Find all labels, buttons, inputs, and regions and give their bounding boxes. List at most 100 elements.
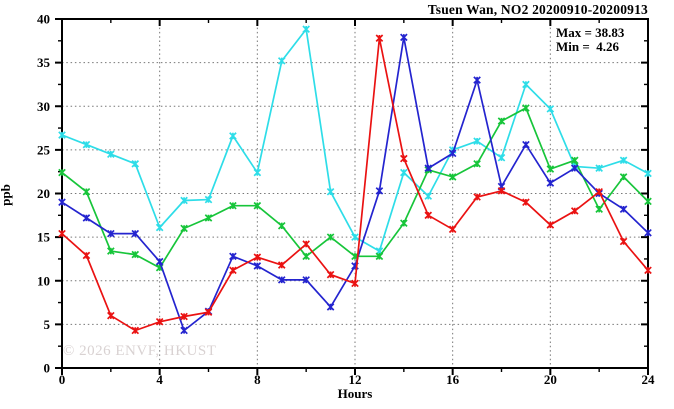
blue-series-marker: [155, 257, 164, 266]
red-series-marker: [204, 308, 213, 316]
blue-series-marker: [131, 229, 140, 238]
green-series-marker: [619, 173, 628, 181]
green-series-marker: [473, 160, 481, 168]
blue-series-marker: [644, 228, 652, 237]
blue-series-marker: [375, 187, 384, 195]
green-series-marker: [253, 201, 262, 210]
red-series-marker: [619, 237, 628, 246]
y-axis-title: ppb: [0, 184, 13, 206]
min-value-label: Min = 4.26: [556, 39, 620, 54]
y-tick-label: 10: [37, 273, 50, 288]
red-series-marker: [375, 34, 384, 42]
cyan-series-marker: [644, 169, 652, 178]
red-series-marker: [400, 154, 408, 163]
cyan-series-marker: [277, 57, 286, 65]
x-tick-label: 12: [349, 372, 362, 387]
cyan-series-marker: [180, 196, 188, 205]
blue-series-marker: [82, 214, 91, 222]
x-tick-label: 4: [156, 372, 163, 387]
x-tick-label: 20: [544, 372, 557, 387]
cyan-series-marker: [595, 164, 603, 172]
red-series-marker: [644, 266, 652, 275]
blue-series-marker: [277, 276, 286, 284]
y-tick-label: 20: [37, 186, 50, 201]
cyan-series-marker: [58, 131, 66, 139]
cyan-series-marker: [229, 132, 237, 140]
x-tick-label: 24: [642, 372, 656, 387]
red-series-marker: [351, 279, 359, 288]
axis-ticks: [55, 18, 649, 375]
red-series-marker: [448, 225, 457, 234]
watermark: © 2026 ENVF, HKUST: [63, 343, 217, 359]
red-series-marker: [326, 270, 335, 279]
blue-series-marker: [326, 303, 335, 311]
cyan-series: [58, 25, 652, 255]
cyan-series-marker: [522, 80, 530, 89]
red-series-marker: [497, 187, 506, 195]
max-value-label: Max = 38.83: [556, 25, 625, 40]
green-series-marker: [107, 247, 115, 255]
red-series: [58, 34, 652, 335]
red-series-marker: [277, 261, 286, 269]
green-series-marker: [570, 156, 579, 165]
cyan-series-marker: [400, 168, 408, 177]
y-tick-label: 15: [37, 230, 51, 245]
y-tick-label: 25: [37, 142, 51, 157]
tick-labels: 0 5 10 15 20 25 30 35 40 0 4 8 12 16 20 24: [37, 12, 655, 388]
x-axis-title: Hours: [337, 386, 373, 401]
cyan-series-marker: [546, 105, 555, 113]
green-series-marker: [400, 219, 408, 227]
red-series-marker: [424, 211, 433, 220]
green-series-marker: [302, 252, 310, 261]
green-series-marker: [546, 165, 555, 173]
blue-series-marker: [546, 179, 555, 187]
cyan-series-marker: [155, 223, 164, 232]
green-series-marker: [522, 104, 530, 112]
gridlines: [62, 19, 648, 368]
green-series-marker: [204, 214, 213, 222]
red-series-marker: [107, 311, 115, 320]
y-tick-label: 40: [37, 12, 50, 27]
blue-series-marker: [180, 326, 188, 335]
green-series-marker: [58, 168, 66, 177]
chart-title: Tsuen Wan, NO2 20200910-20200913: [427, 2, 648, 17]
green-series-marker: [375, 252, 384, 261]
stats-box: Max = 38.83 Min = 4.26: [556, 26, 624, 54]
cyan-series-marker: [424, 192, 433, 200]
green-series-marker: [448, 173, 457, 181]
cyan-series-marker: [253, 168, 262, 177]
red-series-marker: [229, 266, 237, 275]
blue-series-marker: [400, 33, 408, 42]
cyan-series-marker: [326, 187, 335, 196]
y-tick-label: 0: [44, 361, 51, 376]
red-series-marker: [473, 193, 481, 201]
blue-series-marker: [570, 164, 579, 172]
red-series-marker: [546, 221, 555, 229]
green-series-marker: [131, 250, 140, 259]
plot-border: [61, 18, 649, 369]
green-series-marker: [326, 233, 335, 241]
red-series-marker: [302, 240, 310, 248]
cyan-series-marker: [107, 150, 115, 159]
red-series-marker: [82, 251, 91, 260]
blue-series-marker: [107, 229, 115, 238]
cyan-series-marker: [497, 153, 506, 162]
blue-series-marker: [473, 76, 481, 84]
green-series-marker: [595, 205, 603, 214]
cyan-series-marker: [351, 233, 359, 241]
x-tick-label: 16: [446, 372, 460, 387]
blue-series-marker: [302, 276, 310, 284]
red-series-marker: [253, 253, 262, 261]
red-series-marker: [570, 207, 579, 215]
cyan-series-marker: [619, 156, 628, 165]
x-tick-label: 8: [254, 372, 261, 387]
cyan-series-marker: [302, 25, 310, 34]
red-series-marker: [58, 229, 66, 238]
y-tick-label: 35: [37, 55, 51, 70]
y-tick-label: 30: [37, 99, 50, 114]
blue-series-marker: [448, 149, 457, 158]
red-series-marker: [180, 312, 188, 321]
green-series-marker: [229, 201, 237, 210]
